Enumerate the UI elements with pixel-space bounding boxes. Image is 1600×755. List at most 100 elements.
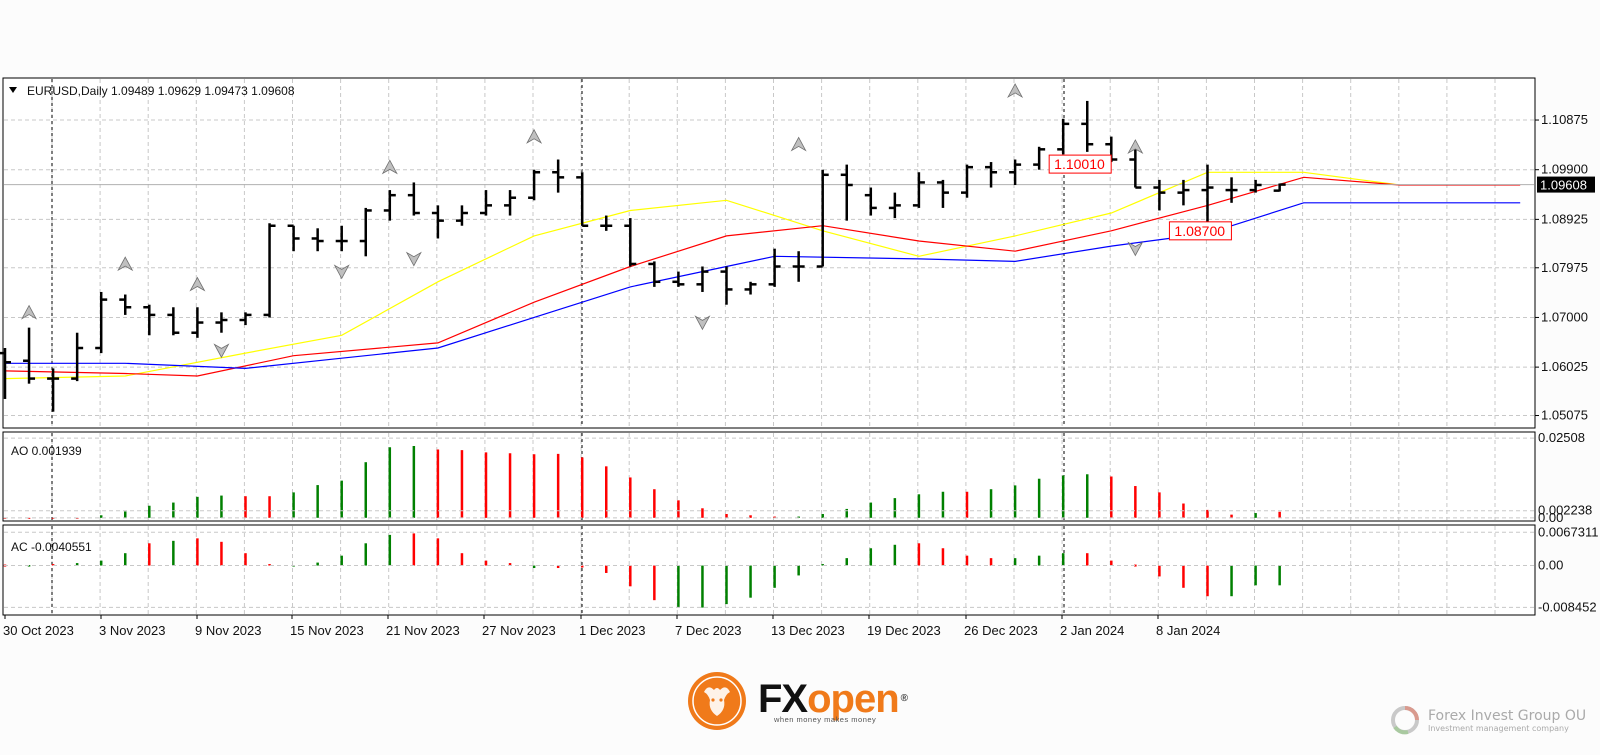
x-axis: 30 Oct 2023 3 Nov 2023 9 Nov 2023 15 Nov 20…	[3, 615, 1220, 638]
price-tick-label: 1.07000	[1541, 309, 1588, 324]
ohlc-bar	[1249, 179, 1262, 193]
fractal-down-arrow-icon	[213, 343, 230, 359]
ohlc-bar	[696, 266, 709, 292]
fractal-up-arrow-icon	[117, 256, 134, 272]
fractal-up-arrow-icon	[21, 304, 38, 320]
price-tick-label: 1.09900	[1541, 162, 1588, 177]
registered-mark: ®	[900, 692, 908, 704]
price-annotation-label: 1.10010	[1054, 156, 1105, 172]
moving-average-line	[5, 202, 1521, 370]
ohlc-bar	[528, 169, 541, 201]
fractal-up-arrow-icon	[1007, 83, 1024, 98]
indicator-tick-label: 0.00	[1538, 558, 1563, 573]
ohlc-bar	[720, 266, 733, 305]
ohlc-bar	[480, 190, 492, 216]
ohlc-bar	[552, 159, 565, 193]
ohlc-bar	[1009, 159, 1022, 185]
company-name: Forex Invest Group OU	[1428, 707, 1587, 724]
date-tick-label: 8 Jan 2024	[1156, 623, 1220, 638]
ohlc-bar	[239, 312, 252, 326]
ohlc-bar	[215, 312, 228, 333]
ohlc-bar	[864, 187, 877, 216]
fractal-down-arrow-icon	[1127, 241, 1144, 257]
ohlc-bar	[335, 225, 348, 252]
ac-pane: 0.0067311 0.00 -0.008452	[2, 524, 1599, 616]
fractal-down-arrow-icon	[333, 264, 350, 280]
ohlc-bar	[1177, 179, 1190, 206]
ohlc-bar	[600, 215, 613, 231]
fractal-down-arrow-icon	[405, 251, 422, 267]
ohlc-bar	[1273, 183, 1286, 192]
date-tick-label: 26 Dec 2023	[964, 623, 1038, 638]
ohlc-bar	[768, 248, 781, 287]
pane-frame	[2, 524, 1536, 616]
ohlc-bar	[1033, 146, 1046, 170]
date-tick-label: 1 Dec 2023	[579, 623, 646, 638]
ao-header: AO 0.001939	[11, 444, 82, 458]
fractal-up-arrow-icon	[1127, 139, 1144, 155]
ohlc-bar	[263, 223, 276, 318]
moving-average-line	[4, 171, 1400, 380]
ac-header: AC -0.0040551	[11, 540, 92, 554]
brand-open: open	[807, 676, 900, 721]
ohlc-bar	[816, 169, 829, 268]
ohlc-bar	[119, 294, 132, 315]
indicator-tick-label: -0.008452	[1538, 599, 1597, 614]
date-tick-label: 19 Dec 2023	[867, 623, 941, 638]
ohlc-bar	[1129, 144, 1142, 189]
pane-headers: EURUSD,Daily 1.09489 1.09629 1.09473 1.0…	[9, 84, 295, 554]
date-tick-label: 3 Nov 2023	[99, 623, 166, 638]
dropdown-triangle-icon[interactable]	[9, 87, 17, 93]
ohlc-bar	[47, 368, 60, 412]
date-tick-label: 21 Nov 2023	[386, 623, 460, 638]
pane-frame	[2, 431, 1536, 522]
ohlc-bar	[936, 179, 949, 208]
ohlc-bar	[792, 251, 805, 282]
date-tick-label: 13 Dec 2023	[771, 623, 845, 638]
price-pane: 1.10875 1.09900 1.08925 1.07975 1.07000 1.060…	[0, 77, 1595, 429]
price-tick-label: 1.07975	[1541, 260, 1588, 275]
price-annotation-box	[1168, 221, 1232, 241]
price-tick-label: 1.06025	[1541, 359, 1588, 374]
ohlc-bar	[624, 218, 637, 267]
brand-tagline: when money makes money	[774, 714, 877, 724]
date-tick-label: 30 Oct 2023	[3, 623, 74, 638]
ohlc-bar	[672, 271, 685, 287]
ohlc-bar	[504, 190, 517, 216]
ohlc-bar	[71, 332, 84, 382]
ohlc-bar	[167, 307, 180, 336]
ohlc-bar	[455, 205, 468, 226]
date-tick-label: 27 Nov 2023	[482, 623, 556, 638]
ohlc-bar	[383, 190, 396, 221]
indicator-tick-label: 0.002238	[1538, 503, 1592, 518]
fractal-up-arrow-icon	[189, 276, 206, 292]
ohlc-bar	[840, 164, 853, 221]
ohlc-bar	[985, 162, 998, 188]
price-annotation-label: 1.08700	[1174, 223, 1225, 239]
bull-logo-icon	[688, 672, 746, 730]
pane-frame	[2, 77, 1536, 429]
ohlc-bar	[143, 304, 156, 336]
fxopen-logo: FXopen ® when money makes money	[686, 670, 908, 732]
ohlc-bar	[191, 307, 204, 338]
ohlc-bar	[744, 281, 757, 295]
current-price-tag	[1537, 176, 1595, 193]
chart-header: EURUSD,Daily 1.09489 1.09629 1.09473 1.0…	[27, 84, 295, 98]
ohlc-bar	[576, 172, 589, 227]
price-annotation-box	[1048, 154, 1112, 174]
indicator-tick-label: 0.02508	[1538, 430, 1585, 445]
fractal-up-arrow-icon	[526, 128, 543, 144]
date-tick-label: 15 Nov 2023	[290, 623, 364, 638]
fractal-up-arrow-icon	[790, 136, 807, 152]
fractal-up-arrow-icon	[381, 159, 398, 175]
ohlc-bar	[311, 228, 324, 252]
ohlc-bar	[287, 224, 300, 252]
date-tick-label: 7 Dec 2023	[675, 623, 742, 638]
ohlc-bar	[888, 192, 901, 219]
ohlc-bar	[912, 172, 925, 208]
brand-fx: FX	[758, 676, 808, 721]
price-tick-label: 1.08925	[1541, 211, 1588, 226]
ohlc-bar	[1081, 100, 1094, 152]
ohlc-bar	[95, 291, 108, 354]
